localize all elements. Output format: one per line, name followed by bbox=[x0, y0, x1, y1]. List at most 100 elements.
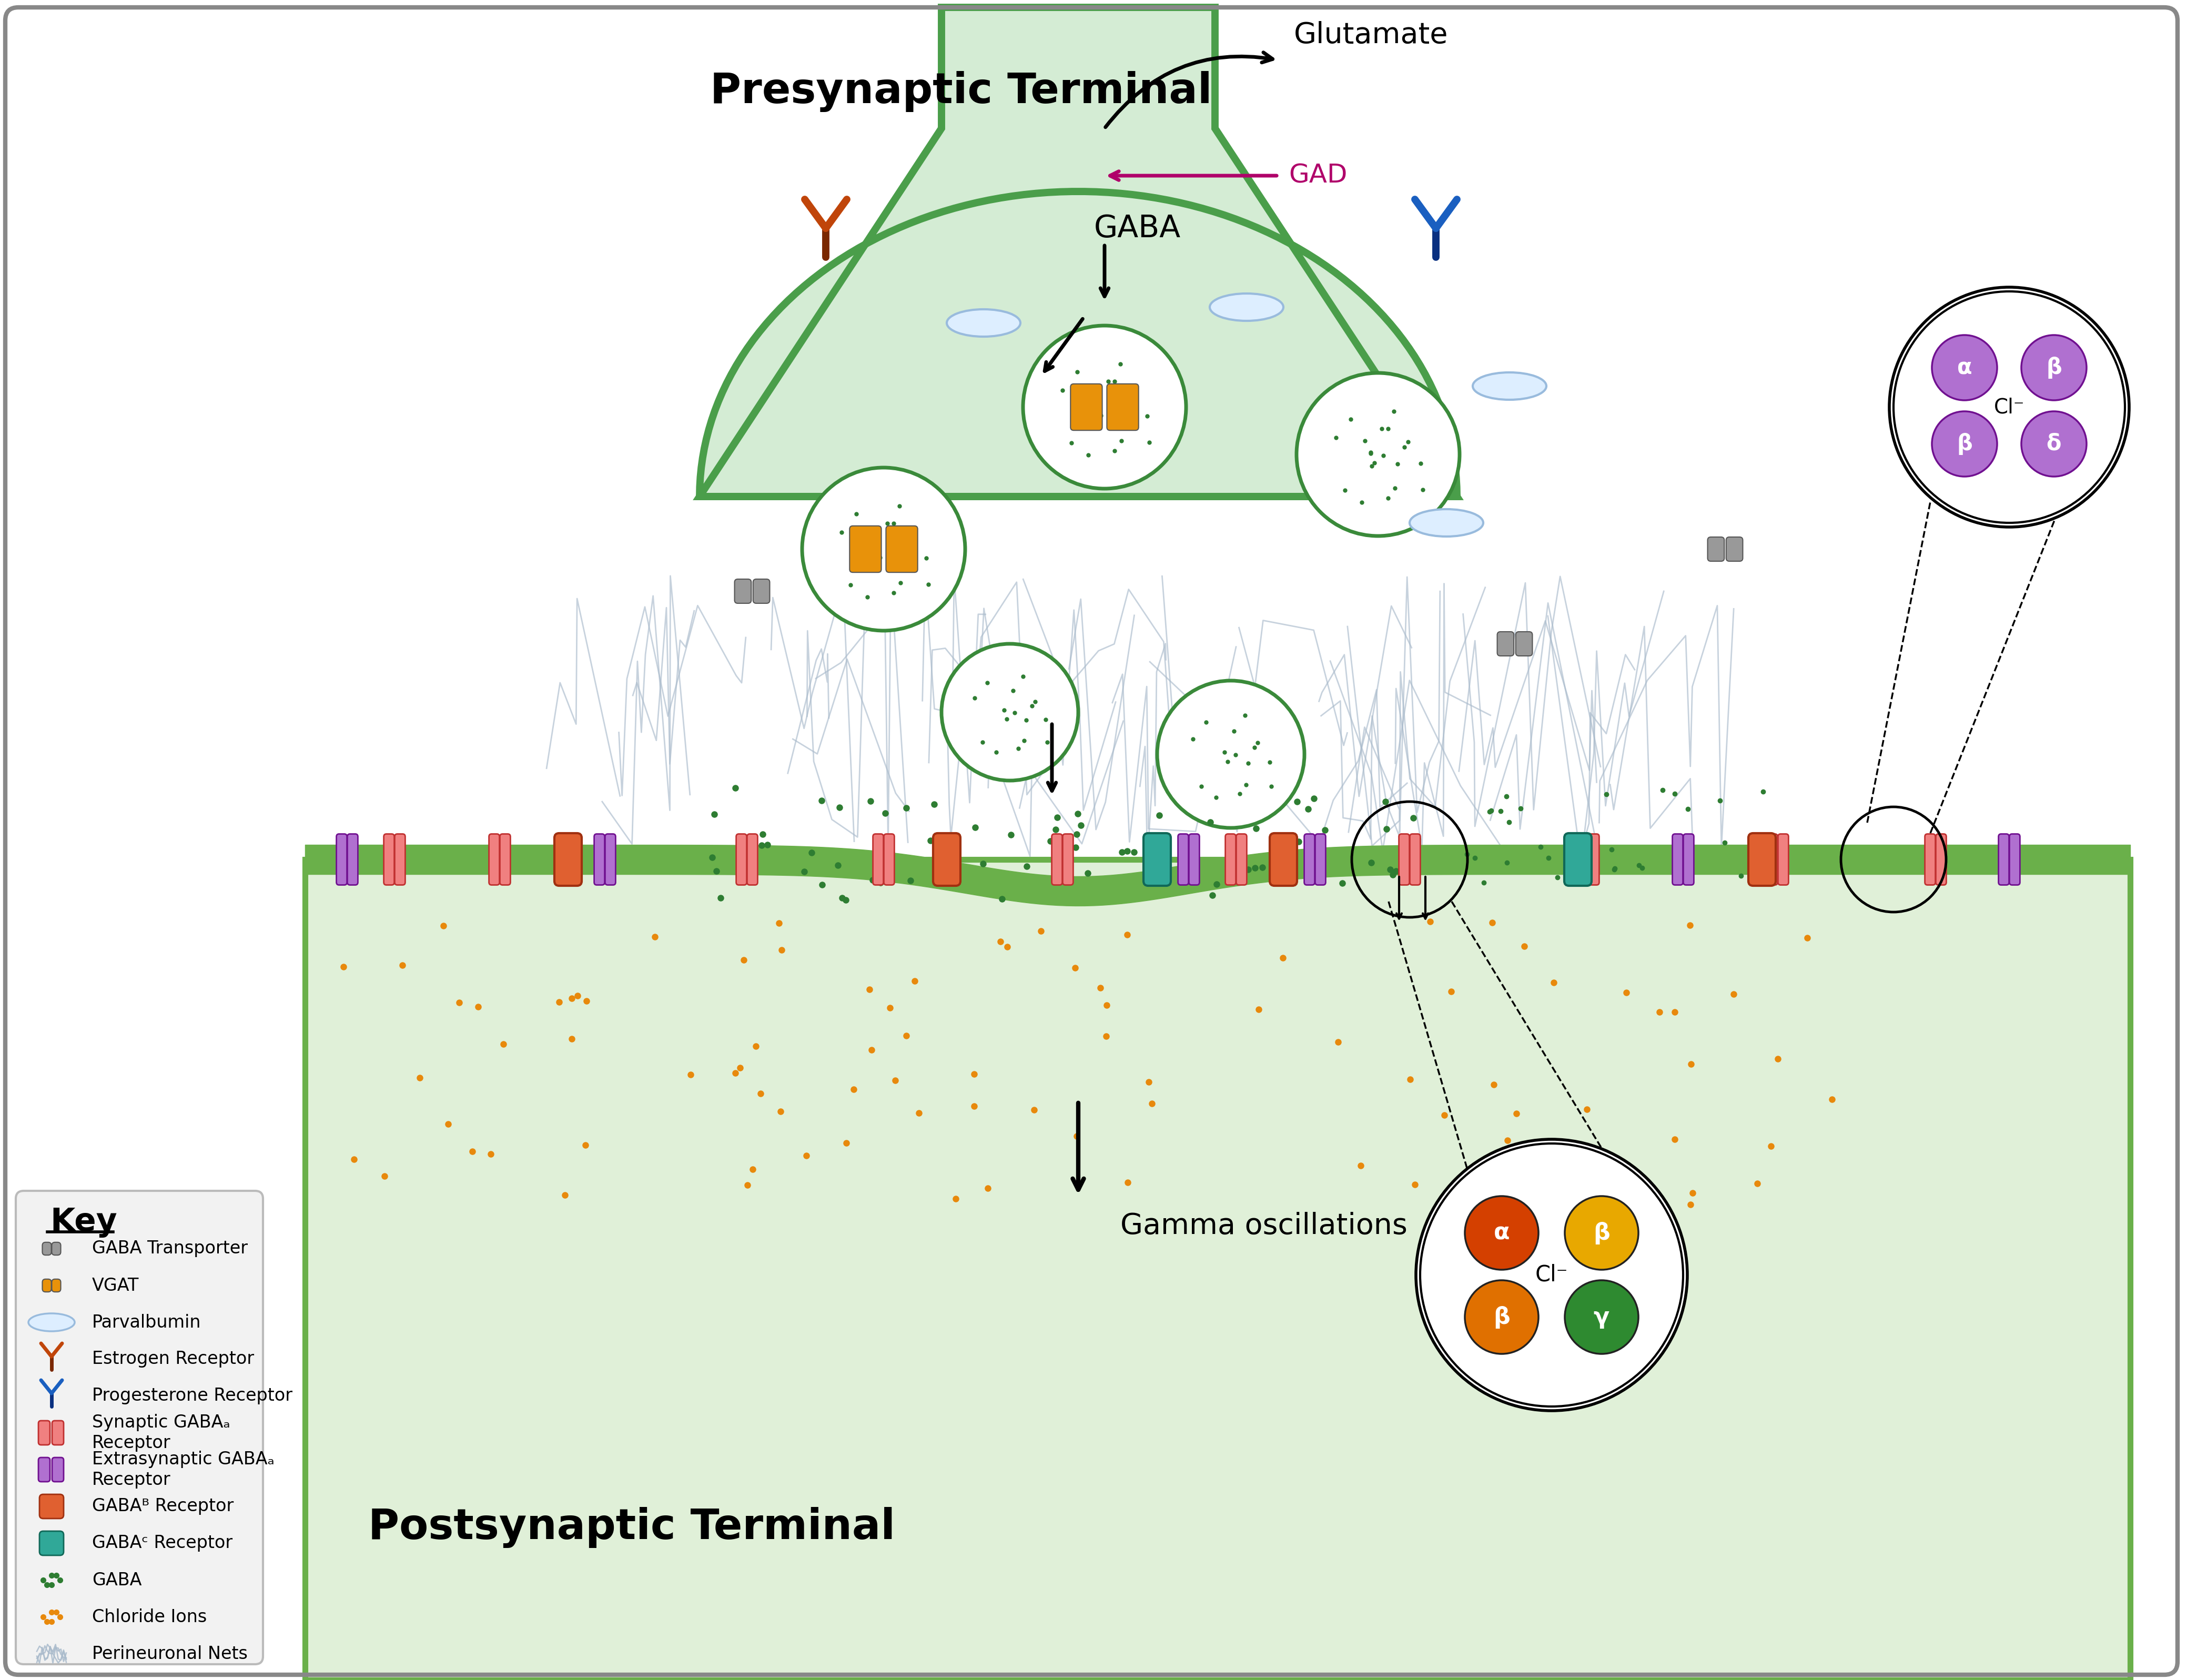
FancyBboxPatch shape bbox=[1411, 833, 1419, 885]
FancyBboxPatch shape bbox=[39, 1421, 50, 1445]
Text: Cl⁻: Cl⁻ bbox=[1995, 396, 2025, 417]
Text: GABA Transporter: GABA Transporter bbox=[92, 1240, 247, 1257]
Text: GAD: GAD bbox=[1288, 163, 1347, 188]
FancyBboxPatch shape bbox=[501, 833, 510, 885]
Text: Gamma oscillations: Gamma oscillations bbox=[1120, 1211, 1408, 1240]
Text: Chloride Ions: Chloride Ions bbox=[92, 1608, 208, 1626]
Text: Glutamate: Glutamate bbox=[1295, 22, 1448, 49]
FancyBboxPatch shape bbox=[606, 833, 615, 885]
FancyBboxPatch shape bbox=[52, 1421, 63, 1445]
FancyBboxPatch shape bbox=[348, 833, 359, 885]
Text: γ: γ bbox=[1594, 1305, 1610, 1329]
Text: δ: δ bbox=[2047, 433, 2062, 455]
Text: GABA: GABA bbox=[92, 1571, 142, 1589]
FancyBboxPatch shape bbox=[1999, 833, 2010, 885]
Ellipse shape bbox=[1472, 373, 1546, 400]
FancyBboxPatch shape bbox=[490, 833, 499, 885]
Circle shape bbox=[1931, 334, 1997, 400]
Text: β: β bbox=[2047, 356, 2062, 378]
FancyBboxPatch shape bbox=[1498, 632, 1513, 655]
Text: VGAT: VGAT bbox=[92, 1277, 140, 1294]
FancyBboxPatch shape bbox=[1778, 833, 1789, 885]
FancyBboxPatch shape bbox=[1236, 833, 1247, 885]
FancyBboxPatch shape bbox=[52, 1458, 63, 1482]
Circle shape bbox=[1465, 1196, 1537, 1270]
FancyBboxPatch shape bbox=[42, 1242, 50, 1255]
FancyBboxPatch shape bbox=[1516, 632, 1533, 655]
Text: β: β bbox=[1494, 1305, 1509, 1329]
Circle shape bbox=[1465, 1280, 1537, 1354]
Circle shape bbox=[1297, 373, 1459, 536]
Text: α: α bbox=[1494, 1221, 1509, 1245]
Circle shape bbox=[803, 467, 964, 630]
Text: β: β bbox=[1957, 433, 1973, 455]
Text: β: β bbox=[1592, 1221, 1610, 1245]
Circle shape bbox=[1157, 680, 1303, 828]
FancyBboxPatch shape bbox=[748, 833, 757, 885]
Circle shape bbox=[1419, 1144, 1684, 1406]
Circle shape bbox=[1564, 1280, 1638, 1354]
FancyBboxPatch shape bbox=[1063, 833, 1074, 885]
FancyBboxPatch shape bbox=[595, 833, 604, 885]
FancyBboxPatch shape bbox=[1225, 833, 1236, 885]
FancyBboxPatch shape bbox=[553, 833, 582, 885]
Polygon shape bbox=[304, 860, 2130, 1680]
Circle shape bbox=[1894, 291, 2126, 522]
Circle shape bbox=[1024, 326, 1185, 489]
Text: Postsynaptic Terminal: Postsynaptic Terminal bbox=[367, 1507, 894, 1547]
Polygon shape bbox=[700, 7, 1457, 497]
Circle shape bbox=[1415, 1139, 1688, 1411]
FancyBboxPatch shape bbox=[1684, 833, 1695, 885]
FancyBboxPatch shape bbox=[1564, 833, 1592, 885]
FancyBboxPatch shape bbox=[15, 1191, 262, 1665]
FancyBboxPatch shape bbox=[735, 580, 750, 603]
Text: Perineuronal Nets: Perineuronal Nets bbox=[92, 1645, 247, 1663]
FancyBboxPatch shape bbox=[337, 833, 348, 885]
FancyBboxPatch shape bbox=[52, 1242, 61, 1255]
Text: Parvalbumin: Parvalbumin bbox=[92, 1314, 201, 1331]
FancyBboxPatch shape bbox=[1400, 833, 1408, 885]
Ellipse shape bbox=[28, 1314, 74, 1331]
FancyBboxPatch shape bbox=[1144, 833, 1170, 885]
FancyBboxPatch shape bbox=[39, 1458, 50, 1482]
FancyBboxPatch shape bbox=[42, 1278, 50, 1292]
FancyBboxPatch shape bbox=[1925, 833, 1935, 885]
Text: Key: Key bbox=[50, 1206, 118, 1238]
Circle shape bbox=[1564, 1196, 1638, 1270]
FancyBboxPatch shape bbox=[1107, 383, 1139, 430]
Text: Progesterone Receptor: Progesterone Receptor bbox=[92, 1388, 293, 1404]
FancyBboxPatch shape bbox=[1052, 833, 1063, 885]
Circle shape bbox=[940, 643, 1078, 781]
FancyBboxPatch shape bbox=[1935, 833, 1946, 885]
Text: Estrogen Receptor: Estrogen Receptor bbox=[92, 1351, 254, 1368]
FancyBboxPatch shape bbox=[39, 1530, 63, 1556]
FancyBboxPatch shape bbox=[873, 833, 884, 885]
Text: GABA: GABA bbox=[1094, 213, 1181, 244]
Ellipse shape bbox=[947, 309, 1021, 336]
Text: Synaptic GABAₐ
Receptor: Synaptic GABAₐ Receptor bbox=[92, 1415, 230, 1452]
FancyBboxPatch shape bbox=[1673, 833, 1684, 885]
FancyBboxPatch shape bbox=[1303, 833, 1314, 885]
Ellipse shape bbox=[1209, 294, 1284, 321]
FancyBboxPatch shape bbox=[886, 526, 919, 573]
FancyBboxPatch shape bbox=[1190, 833, 1198, 885]
FancyBboxPatch shape bbox=[934, 833, 960, 885]
FancyBboxPatch shape bbox=[1708, 538, 1723, 561]
FancyBboxPatch shape bbox=[1726, 538, 1743, 561]
FancyBboxPatch shape bbox=[752, 580, 770, 603]
FancyBboxPatch shape bbox=[1271, 833, 1297, 885]
Circle shape bbox=[2021, 412, 2086, 477]
Text: GABAᶜ Receptor: GABAᶜ Receptor bbox=[92, 1534, 232, 1552]
FancyBboxPatch shape bbox=[1577, 833, 1588, 885]
Ellipse shape bbox=[1411, 509, 1483, 536]
FancyBboxPatch shape bbox=[1747, 833, 1776, 885]
FancyBboxPatch shape bbox=[1069, 383, 1102, 430]
FancyBboxPatch shape bbox=[884, 833, 894, 885]
Text: GABAᴮ Receptor: GABAᴮ Receptor bbox=[92, 1499, 234, 1515]
FancyBboxPatch shape bbox=[394, 833, 405, 885]
FancyBboxPatch shape bbox=[849, 526, 881, 573]
FancyBboxPatch shape bbox=[39, 1494, 63, 1519]
Text: α: α bbox=[1957, 356, 1973, 378]
FancyBboxPatch shape bbox=[383, 833, 394, 885]
Circle shape bbox=[2021, 334, 2086, 400]
